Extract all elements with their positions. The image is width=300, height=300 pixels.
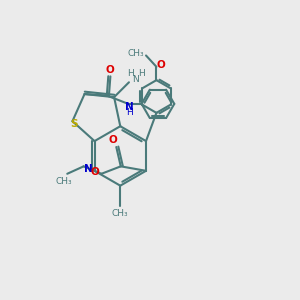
Text: H: H bbox=[126, 108, 133, 117]
Text: CH₃: CH₃ bbox=[127, 49, 144, 58]
Text: H: H bbox=[127, 70, 134, 79]
Text: N: N bbox=[132, 75, 139, 84]
Text: O: O bbox=[108, 136, 117, 146]
Text: CH₃: CH₃ bbox=[112, 209, 129, 218]
Text: O: O bbox=[105, 65, 114, 75]
Text: O: O bbox=[156, 60, 165, 70]
Text: N: N bbox=[84, 164, 92, 174]
Text: H: H bbox=[138, 70, 145, 79]
Text: O: O bbox=[91, 167, 99, 177]
Text: S: S bbox=[70, 118, 77, 129]
Text: CH₃: CH₃ bbox=[56, 177, 73, 186]
Text: N: N bbox=[125, 102, 134, 112]
